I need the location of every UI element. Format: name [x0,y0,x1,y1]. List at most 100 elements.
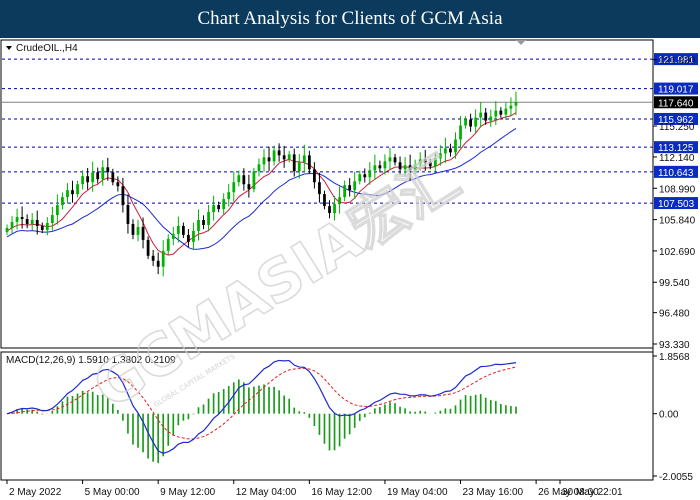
bull-candle [176,225,180,234]
bull-candle [373,165,377,171]
time-tick-label: 19 May 04:00 [387,487,448,498]
ma-fast-line [6,112,517,256]
current-price-label: 117.640 [658,98,694,109]
bull-candle [433,158,437,167]
bear-candle [202,220,205,225]
bull-candle [358,174,362,182]
bear-candle [156,260,160,267]
bull-candle [56,205,59,216]
bull-candle [50,215,54,223]
macd-main-line [6,359,517,454]
bull-candle [504,108,508,115]
price-tick-label: 115.250 [659,122,695,133]
bear-candle [247,184,251,190]
bear-candle [25,219,29,224]
bear-candle [363,174,367,178]
level-label: 121.981 [658,55,695,66]
bear-candle [484,112,488,121]
macd-tick-label: -2.0055 [659,472,693,483]
time-tick-label: 5 May 00:00 [85,487,140,498]
bear-candle [242,175,246,185]
bull-candle [514,102,518,106]
bull-candle [302,155,306,163]
bear-candle [307,155,311,170]
time-tick-label: 26 May 08:00 [538,487,599,498]
time-tick-label: 9 May 12:00 [160,487,215,498]
bull-candle [444,148,447,154]
macd-tick-label: 1.8568 [659,352,690,363]
bull-candle [272,150,276,162]
bull-candle [207,212,210,225]
bull-candle [262,157,266,165]
bear-candle [428,162,432,167]
bear-candle [328,206,331,214]
macd-axis: 1.8568 0.00 -2.0055 [653,352,693,483]
macd-series [6,359,517,464]
bull-candle [338,197,341,205]
bull-candle [454,139,457,153]
bull-candle [197,220,200,231]
bear-candle [318,182,321,195]
bear-candle [35,220,39,226]
bull-candle [5,227,9,232]
bull-candle [161,250,165,267]
bull-candle [45,222,49,230]
time-axis: 2 May 2022 5 May 00:00 9 May 12:00 12 May 0… [6,480,623,498]
bear-candle [96,172,100,180]
level-label-box [654,141,698,154]
bull-candle [222,199,226,210]
chart-header-title: Chart Analysis for Clients of GCM Asia [0,0,700,38]
level-label-box [654,112,698,125]
bear-candle [499,110,503,115]
price-panel-frame [0,39,654,349]
bear-candle [111,172,115,183]
bear-candle [323,194,326,207]
bull-candle [237,175,241,183]
bear-candle [131,223,135,235]
price-tick-label: 112.140 [659,153,695,164]
bear-candle [292,154,296,172]
level-label-box [654,197,698,210]
bull-candle [15,217,19,222]
time-tick-label: 2 May 2022 [9,487,62,498]
bear-candle [398,162,402,170]
bear-candle [348,185,352,191]
bear-candle [141,226,145,240]
level-lines: 121.981 119.017 115.962 113.125 110.643 107.5… [2,53,698,210]
bear-candle [146,239,150,256]
bull-candle [413,164,417,171]
macd-label: MACD(12,26,9) 1.5910 1.3802 0.2109 [6,355,176,366]
price-tick-label: 99.540 [659,278,690,289]
bull-candle [368,170,372,178]
price-tick-label: 96.480 [659,309,690,320]
level-label-box [654,82,698,95]
bull-candle [287,154,291,160]
bear-candle [86,176,90,183]
bull-candle [343,185,347,198]
bull-candle [438,153,442,159]
chart-shift-marker-icon[interactable] [516,40,526,45]
level-label-box [654,53,698,66]
symbol-dropdown-icon[interactable] [6,46,12,50]
macd-signal-line [6,366,517,440]
bear-candle [378,165,382,169]
price-tick-label: 93.330 [659,340,690,351]
ma-slow-line [6,128,517,250]
bull-candle [81,176,84,185]
bull-candle [252,171,256,190]
bull-candle [464,119,467,126]
level-label: 110.643 [658,168,694,179]
bull-candle [192,230,195,242]
time-tick-label: 12 May 04:00 [236,487,297,498]
bear-candle [121,186,125,206]
bear-candle [71,190,74,195]
bull-candle [383,161,387,169]
bull-candle [171,233,175,239]
macd-panel-frame [0,351,654,481]
price-tick-label: 121.930 [659,56,696,67]
bull-candle [61,197,64,206]
level-label: 107.503 [658,199,695,210]
bear-candle [20,217,24,220]
bull-candle [459,125,462,140]
price-tick-label: 102.690 [659,247,696,258]
